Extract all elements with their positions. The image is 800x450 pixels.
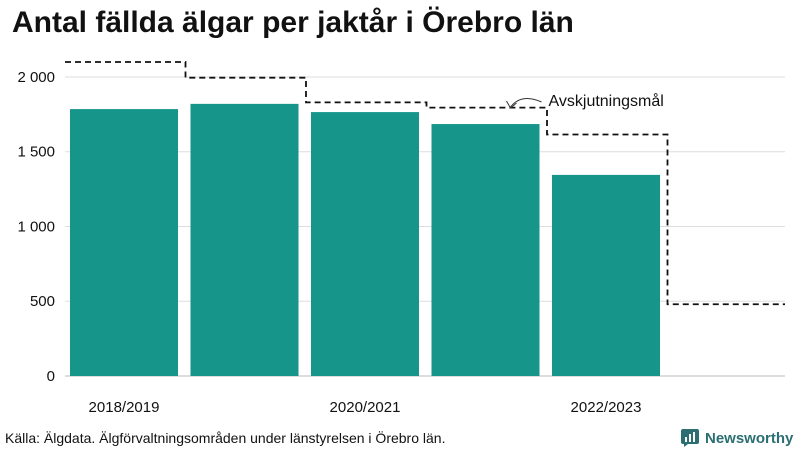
y-tick-label: 2 000 — [17, 69, 55, 86]
y-tick-label: 1 000 — [17, 218, 55, 235]
y-tick-label: 0 — [47, 368, 55, 385]
bar — [552, 174, 660, 376]
x-tick-label: 2018/2019 — [89, 399, 160, 416]
bar — [190, 103, 299, 376]
chart-title: Antal fällda älgar per jaktår i Örebro l… — [12, 6, 574, 39]
bar — [70, 109, 178, 376]
x-tick-label: 2022/2023 — [571, 399, 642, 416]
source-note: Källa: Älgdata. Älgförvaltningsområden u… — [5, 430, 446, 446]
annotation-label: Avskjutningsmål — [549, 92, 664, 110]
bar — [431, 124, 540, 376]
bar — [311, 112, 419, 376]
newsworthy-logo-icon — [681, 429, 699, 447]
brand-name: Newsworthy — [705, 429, 794, 447]
annotation-arrow — [510, 97, 542, 108]
x-tick-label: 2020/2021 — [330, 399, 401, 416]
y-tick-label: 500 — [30, 293, 55, 310]
brand-logo: Newsworthy — [680, 428, 793, 448]
target-step-line — [65, 61, 785, 306]
y-tick-label: 1 500 — [17, 144, 55, 161]
annotation-arrowhead — [506, 100, 517, 109]
